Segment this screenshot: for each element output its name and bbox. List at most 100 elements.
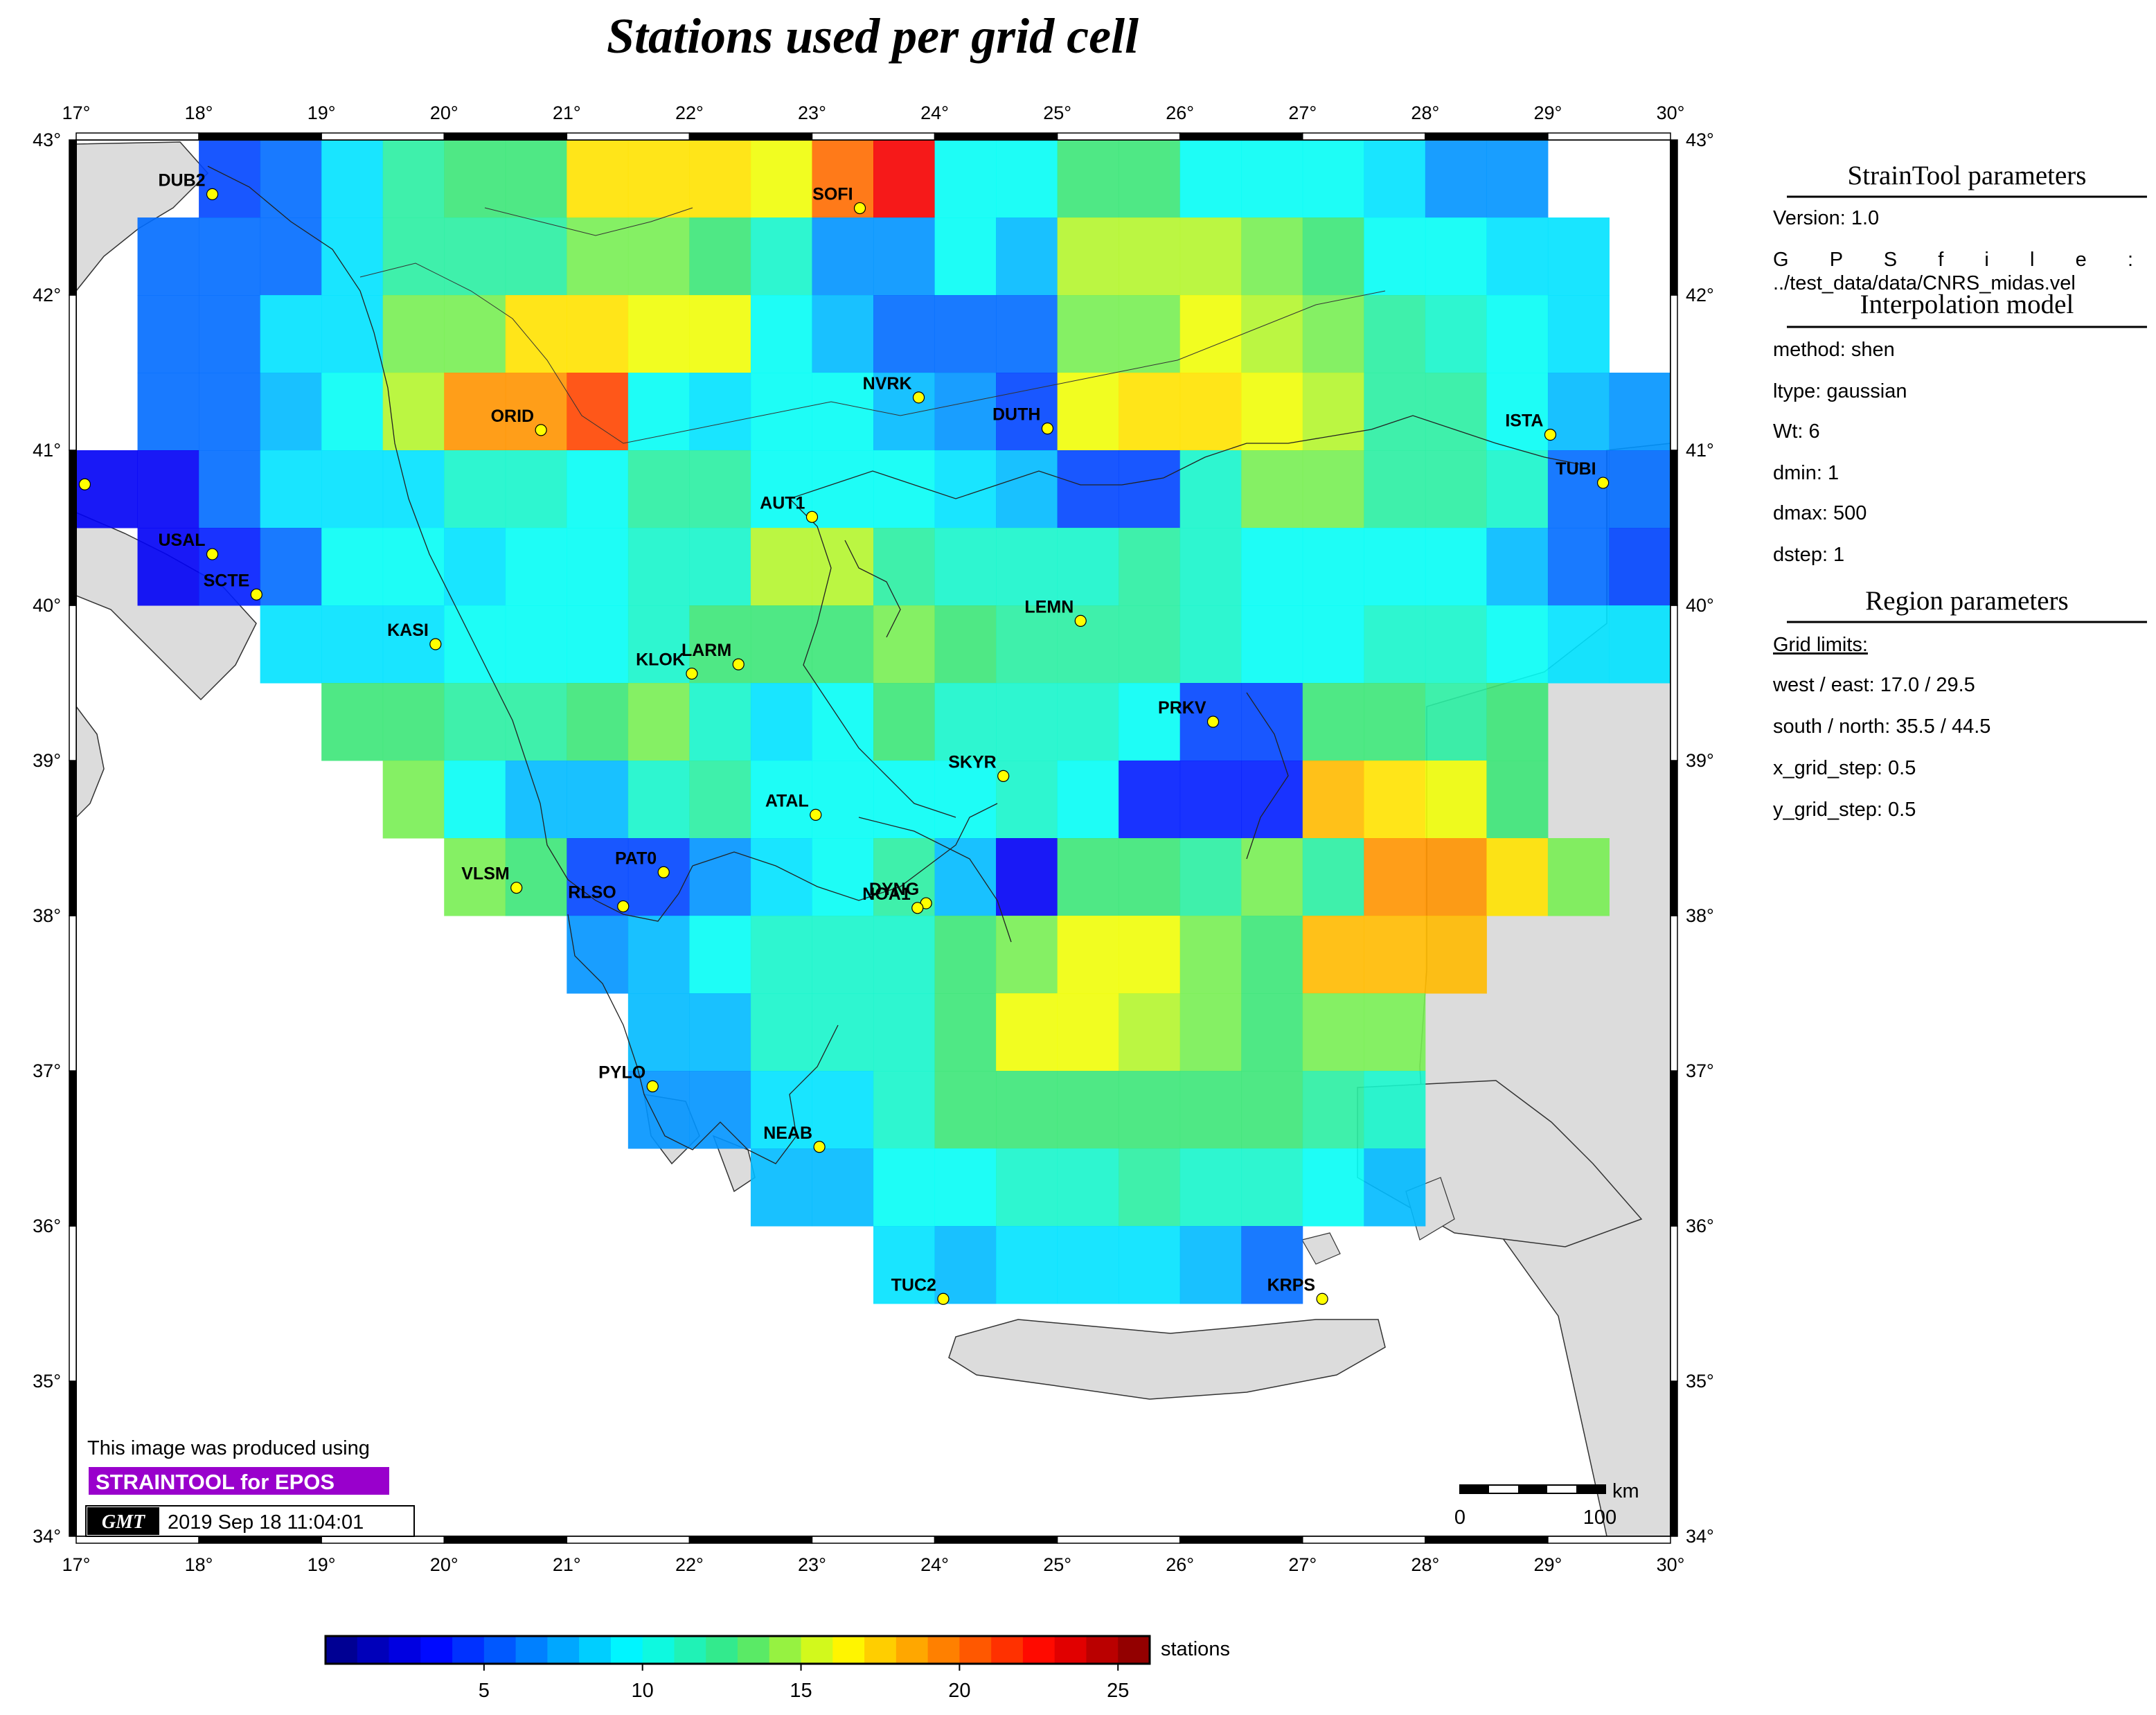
station-label: LARM [681, 641, 731, 660]
grid-cell [1179, 916, 1242, 994]
colorbar-cell [547, 1636, 580, 1664]
colorbar-cell [674, 1636, 706, 1664]
frame-tick-bottom [75, 1536, 199, 1544]
grid-cell [1057, 993, 1119, 1072]
grid-cell [1425, 838, 1487, 916]
grid-cell [199, 140, 261, 218]
map-title: Stations used per grid cell [607, 8, 1139, 64]
grid-cell [1179, 140, 1242, 218]
grid-cell [1547, 217, 1610, 296]
grid-cell [750, 838, 812, 916]
grid-cell [627, 605, 690, 684]
grid-cell [1119, 450, 1181, 528]
grid-cell [1364, 295, 1426, 373]
grid-cell [1057, 1071, 1119, 1149]
grid-cell [1364, 993, 1426, 1072]
grid-cell [996, 605, 1058, 684]
station-label: PAT0 [615, 848, 657, 868]
frame-tick-right [1670, 915, 1678, 1072]
lat-tick-label-left: 38° [33, 905, 61, 926]
frame-tick-right [1670, 605, 1678, 761]
param-dmin: dmin: 1 [1773, 462, 1839, 484]
param-west-east: west / east: 17.0 / 29.5 [1772, 674, 1975, 696]
axis-labels: 17° 17° 18° 18° 19° 19° 20° 20° 21° 21° 22° 22° 23° 2… [33, 103, 1714, 1575]
grid-cell [1057, 295, 1119, 373]
lon-tick-label-top: 22° [675, 103, 704, 123]
station-marker [535, 424, 547, 436]
grid-cell [199, 295, 261, 373]
grid-cell [996, 450, 1058, 528]
grid-cell [1241, 295, 1303, 373]
grid-cell [567, 761, 629, 839]
grid-cell [1302, 1071, 1364, 1149]
grid-cell [505, 683, 567, 761]
grid-cell [1241, 140, 1303, 218]
station-marker [646, 1080, 659, 1093]
lat-tick-label-left: 41° [33, 440, 61, 461]
frame-tick-left [69, 1225, 77, 1382]
lon-tick-label-bottom: 29° [1534, 1554, 1562, 1575]
grid-cell [137, 295, 199, 373]
grid-cell [444, 683, 506, 761]
borders [359, 207, 1386, 444]
station-marker [997, 770, 1010, 783]
frame-tick-bottom [443, 1536, 568, 1544]
grid-cell [812, 761, 874, 839]
colorbar-label: stations [1161, 1638, 1230, 1660]
grid-cell [1179, 761, 1242, 839]
grid-cell [444, 528, 506, 606]
grid-cell [505, 450, 567, 528]
lon-tick-label-bottom: 19° [308, 1554, 336, 1575]
grid-cell [996, 916, 1058, 994]
frame-tick-left [69, 450, 77, 606]
grid-cell [137, 373, 199, 451]
grid-cell [260, 140, 322, 218]
grid-cell [1425, 140, 1487, 218]
frame-tick-right [1670, 1380, 1678, 1537]
colorbar-cell [1022, 1636, 1055, 1664]
station-markers: DUB2 SOFI ORID NVRK DUTH ISTA TUBI AUT1 USAL SCTE… [78, 170, 1610, 1305]
frame-tick-top [811, 132, 936, 141]
grid-cell [873, 605, 936, 684]
grid-cell [1119, 295, 1181, 373]
station-marker [686, 667, 698, 680]
grid-cell [1671, 450, 1732, 528]
grid-cell [627, 140, 690, 218]
frame-tick-top [1302, 132, 1426, 141]
station-label: PYLO [598, 1063, 645, 1082]
lat-tick-label-right: 35° [1686, 1371, 1714, 1392]
lat-tick-label-right: 38° [1686, 905, 1714, 926]
border-balkans [484, 207, 693, 236]
station-label: DYNG [869, 880, 919, 899]
grid-cell [934, 140, 997, 218]
grid-cell [1057, 1226, 1119, 1304]
credit-produced-text: This image was produced using [87, 1437, 370, 1459]
param-dmax: dmax: 500 [1773, 502, 1867, 524]
gmt-logo [87, 1507, 159, 1535]
grid-cell [1057, 373, 1119, 451]
grid-cell [444, 140, 506, 218]
grid-cell [1119, 761, 1181, 839]
lon-tick-label-bottom: 18° [185, 1554, 213, 1575]
colorbar-tick-label: 20 [948, 1680, 970, 1702]
grid-cell [1302, 838, 1364, 916]
station-label: KASI [387, 621, 429, 640]
colorbar-cell [389, 1636, 421, 1664]
map-area: 17° 17° 18° 18° 19° 19° 20° 20° 21° 21° 22° 22° 23° 2… [33, 103, 1732, 1575]
grid-cell [750, 761, 812, 839]
grid-cell [321, 683, 384, 761]
grid-cell [1486, 683, 1549, 761]
station-label: NEAB [763, 1123, 812, 1143]
grid-cell [382, 217, 445, 296]
grid-cell [1179, 605, 1242, 684]
lat-tick-label-right: 41° [1686, 440, 1714, 461]
lon-tick-label-bottom: 27° [1288, 1554, 1317, 1575]
grid-cell [750, 683, 812, 761]
frame-tick-bottom [321, 1536, 445, 1544]
grid-cell [260, 605, 322, 684]
lat-tick-label-right: 43° [1686, 130, 1714, 150]
grid-cell [873, 217, 936, 296]
lat-tick-label-left: 37° [33, 1060, 61, 1081]
station-marker [206, 548, 219, 560]
param-method: method: shen [1773, 339, 1895, 361]
